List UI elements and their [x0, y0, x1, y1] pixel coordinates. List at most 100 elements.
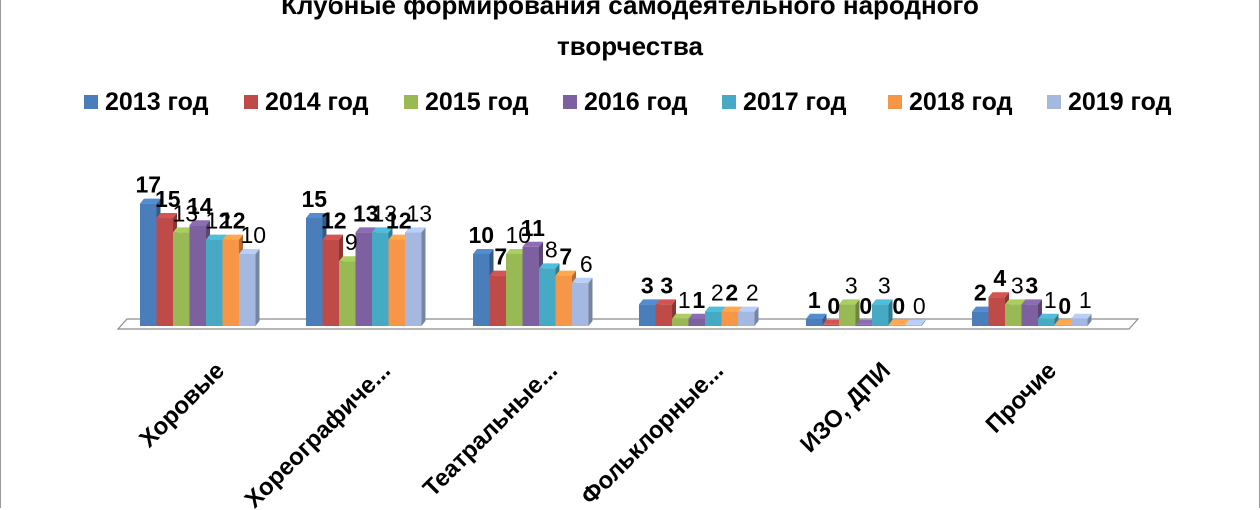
bar-value-label: 3: [641, 272, 654, 298]
bar-front: [539, 268, 556, 326]
bar: [405, 227, 426, 326]
bar-top: [388, 234, 409, 240]
legend-item: 2017 год: [722, 86, 846, 118]
bar-front: [888, 324, 905, 326]
bar-value-label: 2: [725, 280, 738, 306]
bar-front: [489, 275, 506, 326]
bar-front: [206, 239, 223, 326]
bar-value-label: 3: [1011, 272, 1024, 298]
legend-label: 2013 год: [105, 87, 209, 116]
bar-value-label: 3: [1025, 272, 1038, 298]
legend-item: 2013 год: [84, 86, 208, 118]
bar-front: [855, 324, 872, 326]
bar-top: [839, 299, 860, 305]
bar-top: [672, 313, 693, 319]
bar-top: [738, 306, 759, 312]
bar-value-label: 1: [1079, 287, 1092, 313]
legend-item: 2016 год: [563, 86, 687, 118]
category-label: Хореографиче...: [240, 357, 396, 510]
bar-top: [173, 227, 194, 233]
bar-top: [222, 234, 243, 240]
bar-front: [988, 297, 1005, 326]
bar-top: [140, 198, 161, 204]
bar-top: [489, 270, 510, 276]
bar-front: [1021, 304, 1038, 326]
legend-item: 2015 год: [404, 86, 528, 118]
bar: [239, 249, 260, 326]
bar-value-label: 3: [845, 272, 858, 298]
bar-value-label: 1: [808, 287, 821, 313]
bar-side: [1087, 313, 1092, 326]
bar-front: [822, 324, 839, 326]
bar-top: [855, 319, 876, 325]
bar-value-label: 12: [205, 208, 231, 234]
bar-value-label: 0: [892, 293, 905, 319]
bar-top: [688, 313, 709, 319]
bar-top: [639, 299, 660, 305]
bar-front: [572, 282, 589, 326]
bar-top: [988, 292, 1009, 298]
bar-top: [473, 249, 494, 254]
bar-front: [672, 318, 689, 326]
bar-front: [372, 232, 389, 326]
bar-top: [1038, 313, 1059, 319]
bar-front: [806, 318, 823, 326]
bar-value-label: 0: [1058, 293, 1071, 319]
bar-value-label: 13: [353, 200, 379, 226]
bar-front: [555, 275, 572, 326]
bar-value-label: 4: [993, 265, 1006, 291]
bar-top: [655, 299, 676, 305]
bar-top: [1054, 319, 1075, 325]
bar-front: [339, 261, 356, 326]
bar-top: [905, 319, 926, 325]
category-label: ИЗО, ДПИ: [795, 357, 896, 458]
bar-value-label: 13: [172, 200, 198, 226]
bar-top: [1005, 299, 1026, 305]
legend-swatch: [722, 95, 736, 109]
bar-top: [1021, 299, 1042, 305]
bar-value-label: 10: [468, 222, 494, 248]
bar: [905, 319, 926, 326]
legend-label: 2019 год: [1068, 87, 1172, 116]
bar-value-label: 7: [559, 244, 572, 270]
bar-value-label: 3: [878, 272, 891, 298]
bar-value-label: 7: [494, 244, 507, 270]
legend-swatch: [563, 95, 577, 109]
legend-swatch: [888, 95, 902, 109]
bar-top: [522, 241, 543, 247]
bar: [872, 299, 893, 326]
bar-value-label: 2: [746, 280, 759, 306]
bar-value-label: 0: [913, 293, 926, 319]
bar-value-label: 2: [711, 280, 724, 306]
bar-value-label: 17: [135, 172, 161, 198]
bar-top: [888, 319, 909, 325]
bar-front: [972, 311, 989, 326]
bar-value-label: 6: [580, 251, 593, 277]
bar: [1021, 299, 1042, 326]
category-label: Театральные...: [418, 357, 563, 502]
bar-top: [239, 249, 260, 254]
bar-top: [972, 306, 993, 312]
bar-top: [555, 270, 576, 276]
legend-swatch: [404, 95, 418, 109]
legend-label: 2016 год: [584, 87, 688, 116]
bar-side: [754, 306, 759, 326]
bar-value-label: 13: [371, 200, 397, 226]
bar-top: [721, 306, 742, 312]
bar-top: [572, 277, 593, 283]
bar-side: [822, 313, 827, 326]
bar: [1038, 313, 1059, 326]
bar-top: [539, 263, 560, 269]
legend-label: 2017 год: [743, 87, 847, 116]
bar-top: [306, 213, 327, 218]
legend-swatch: [1047, 95, 1061, 109]
bar-front: [322, 239, 339, 326]
bar-top: [372, 227, 393, 233]
bar-front: [905, 324, 922, 326]
category-label: Фольклорные...: [576, 357, 729, 510]
bar-front: [306, 218, 323, 326]
bar-front: [655, 304, 672, 326]
bar-value-label: 15: [155, 186, 181, 212]
bar-side: [921, 319, 926, 326]
